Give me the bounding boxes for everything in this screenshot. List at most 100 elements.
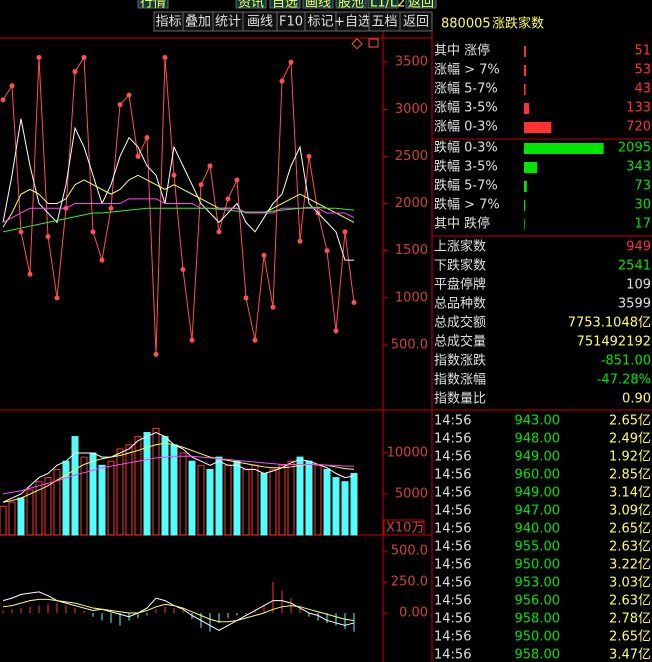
stat-label: 总成交额 bbox=[434, 315, 486, 331]
tab[interactable] bbox=[367, 0, 399, 9]
tick-price: 949.00 bbox=[515, 486, 561, 501]
tab-label[interactable]: 返回 bbox=[408, 0, 434, 11]
toolbar-label[interactable]: 统计 bbox=[215, 15, 241, 30]
bar bbox=[98, 464, 106, 536]
point bbox=[0, 97, 6, 103]
bar bbox=[173, 608, 175, 614]
stat-value: 0.90 bbox=[622, 392, 651, 407]
toolbar-label[interactable]: 返回 bbox=[403, 15, 429, 30]
bar bbox=[260, 473, 268, 536]
bar bbox=[269, 468, 277, 536]
unit-label: X10万 bbox=[386, 521, 424, 536]
toolbar-label[interactable]: +自选 bbox=[334, 15, 371, 30]
point bbox=[117, 102, 123, 108]
icon[interactable] bbox=[368, 38, 379, 48]
point bbox=[351, 300, 357, 306]
bar bbox=[62, 460, 70, 536]
point bbox=[72, 69, 78, 75]
bar bbox=[281, 590, 283, 614]
point bbox=[324, 248, 330, 254]
bar bbox=[53, 468, 61, 536]
bar bbox=[227, 613, 229, 618]
tab-label[interactable]: 股池 bbox=[338, 0, 364, 11]
tick-volume: 2.65亿 bbox=[609, 522, 651, 537]
bar bbox=[287, 460, 295, 536]
tick-volume: 3.14亿 bbox=[609, 486, 651, 501]
tick-price: 958.00 bbox=[515, 648, 561, 662]
toolbar-label[interactable]: 叠加 bbox=[185, 15, 211, 30]
tick-price: 943.00 bbox=[515, 414, 561, 429]
bar bbox=[47, 604, 49, 614]
point bbox=[153, 351, 159, 357]
stat-value: 7753.1048亿 bbox=[568, 316, 651, 331]
tab-label[interactable]: 行情 bbox=[140, 0, 166, 11]
stat-value: 2541 bbox=[618, 259, 651, 274]
icon[interactable] bbox=[351, 38, 363, 50]
row-label: 跌幅 3-5% bbox=[434, 159, 498, 175]
bar bbox=[296, 456, 304, 536]
row-label: 涨幅 > 7% bbox=[434, 63, 500, 78]
row-label: 跌幅 0-3% bbox=[434, 140, 498, 156]
row-value: 53 bbox=[634, 63, 651, 78]
stat-value: 949 bbox=[626, 240, 651, 255]
point bbox=[144, 135, 150, 141]
row-value: 133 bbox=[626, 101, 651, 116]
tab[interactable] bbox=[302, 0, 334, 9]
tab-label[interactable]: 自选 bbox=[272, 0, 298, 11]
toolbar-label[interactable]: 指标 bbox=[155, 15, 181, 30]
tick-volume: 2.49亿 bbox=[609, 432, 651, 447]
bar bbox=[20, 608, 22, 614]
tick-volume: 3.47亿 bbox=[609, 648, 651, 662]
bar bbox=[89, 452, 97, 536]
stat-label: 指数量比 bbox=[434, 392, 486, 407]
bar bbox=[179, 452, 187, 536]
point bbox=[261, 252, 267, 258]
bar bbox=[305, 460, 313, 536]
bar bbox=[278, 464, 286, 536]
bar bbox=[11, 609, 13, 614]
tick-price: 948.00 bbox=[515, 432, 561, 447]
tick-price: 950.00 bbox=[515, 630, 561, 645]
tab-label[interactable]: 资讯 bbox=[238, 0, 264, 11]
tab[interactable] bbox=[405, 0, 437, 9]
toolbar-label[interactable]: 五档 bbox=[371, 15, 397, 30]
bar bbox=[161, 436, 169, 536]
tick-price: 960.00 bbox=[515, 468, 561, 483]
bar bbox=[2, 610, 4, 614]
toolbar-label[interactable]: 画线 bbox=[247, 15, 273, 30]
tab-label[interactable]: 画线 bbox=[305, 0, 331, 11]
bar bbox=[101, 613, 103, 621]
tab[interactable] bbox=[335, 0, 367, 9]
tab[interactable] bbox=[137, 0, 169, 9]
tick-time: 14:56 bbox=[434, 576, 471, 591]
bar bbox=[65, 605, 67, 614]
tab[interactable] bbox=[269, 0, 301, 9]
row-value: 343 bbox=[626, 160, 651, 175]
point bbox=[198, 182, 204, 188]
code: 880005 bbox=[441, 17, 491, 32]
series-line bbox=[2, 174, 355, 228]
bar bbox=[224, 464, 232, 536]
point bbox=[189, 337, 195, 343]
tick-volume: 2.65亿 bbox=[609, 630, 651, 645]
stat-label: 总品种数 bbox=[434, 297, 486, 312]
point bbox=[9, 83, 15, 89]
bar bbox=[299, 605, 301, 614]
bar bbox=[152, 427, 160, 536]
tab-label[interactable]: L1/L2 bbox=[370, 0, 405, 11]
tick-price: 956.00 bbox=[515, 594, 561, 609]
bar bbox=[71, 436, 79, 536]
tab[interactable] bbox=[235, 0, 267, 9]
bar bbox=[155, 609, 157, 614]
toolbar-label[interactable]: F10 bbox=[279, 15, 303, 30]
breadth-bar bbox=[524, 143, 604, 154]
point bbox=[90, 229, 96, 235]
breadth-bar bbox=[524, 46, 526, 57]
stat-label: 下跌家数 bbox=[434, 258, 486, 274]
breadth-bar bbox=[524, 181, 527, 192]
toolbar-button[interactable] bbox=[399, 11, 433, 32]
point bbox=[99, 257, 105, 263]
point bbox=[342, 229, 348, 235]
toolbar-label[interactable]: 标记 bbox=[307, 15, 333, 30]
tick-time: 14:56 bbox=[434, 432, 471, 447]
